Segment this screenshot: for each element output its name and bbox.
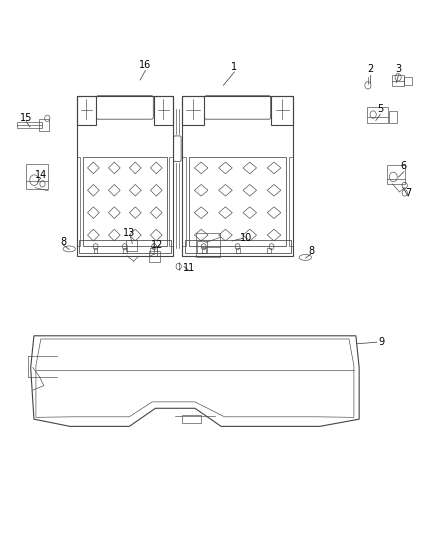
Bar: [150, 248, 154, 253]
Bar: [182, 96, 293, 256]
Bar: [77, 96, 173, 256]
Bar: [267, 248, 271, 253]
Text: 8: 8: [308, 246, 314, 255]
Bar: [387, 165, 405, 184]
Bar: [197, 241, 207, 253]
Bar: [185, 240, 290, 254]
Bar: [94, 248, 98, 253]
Bar: [83, 157, 167, 246]
Bar: [389, 111, 397, 123]
Text: 13: 13: [123, 229, 135, 238]
Text: 3: 3: [396, 64, 402, 74]
Bar: [26, 164, 48, 189]
Text: 15: 15: [20, 114, 32, 123]
Bar: [196, 233, 220, 257]
Bar: [169, 157, 173, 246]
Bar: [182, 415, 201, 423]
Text: 16: 16: [139, 60, 152, 70]
Text: 8: 8: [60, 237, 67, 247]
Text: 9: 9: [379, 337, 385, 347]
Bar: [149, 251, 160, 262]
Bar: [126, 240, 137, 251]
Bar: [236, 248, 240, 253]
Bar: [271, 96, 293, 125]
Text: 7: 7: [405, 188, 411, 198]
Bar: [77, 157, 81, 246]
Bar: [392, 75, 404, 86]
Text: 2: 2: [367, 64, 373, 74]
Bar: [79, 240, 170, 254]
Text: 6: 6: [401, 161, 407, 171]
Bar: [182, 157, 186, 246]
Bar: [39, 119, 49, 131]
Bar: [367, 107, 388, 123]
Bar: [123, 248, 127, 253]
Text: 14: 14: [35, 170, 47, 180]
Bar: [154, 96, 173, 125]
Text: 5: 5: [377, 104, 383, 114]
Bar: [404, 77, 412, 85]
Bar: [289, 157, 293, 246]
Bar: [189, 157, 286, 246]
Text: 1: 1: [231, 62, 237, 71]
Bar: [201, 248, 205, 253]
Bar: [77, 96, 96, 125]
Text: 11: 11: [183, 263, 195, 272]
Bar: [182, 96, 204, 125]
Text: 12: 12: [151, 240, 163, 250]
Text: 10: 10: [240, 233, 252, 243]
Bar: [17, 122, 42, 128]
